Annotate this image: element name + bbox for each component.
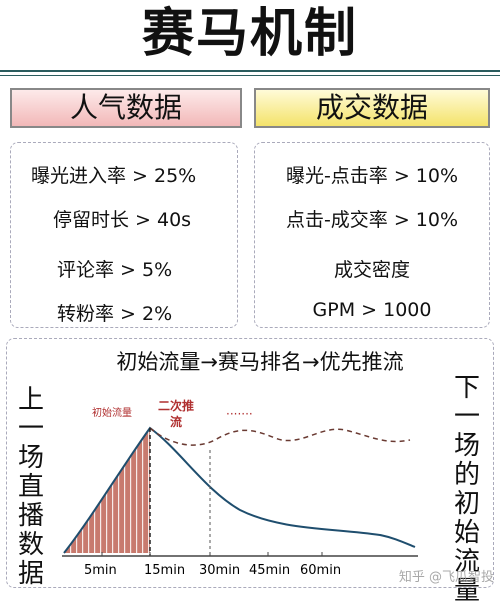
label-glyph: 直 (17, 472, 44, 502)
annotation-second-push-2: 流 (170, 414, 182, 429)
watermark: 知乎 @飞瓜智投 (398, 570, 494, 585)
label-glyph: 播 (17, 501, 44, 531)
chart-card (6, 338, 494, 588)
popularity-card: 曝光进入率 > 25% 停留时长 > 40s 评论率 > 5% 转粉率 > 2% (10, 142, 238, 328)
label-glyph: 流 (453, 547, 480, 577)
metric-item: 转粉率 > 2% (57, 303, 173, 325)
metric-item: 点击-成交率 > 10% (285, 209, 459, 231)
flow-text: 初始流量→赛马排名→优先推流 (116, 350, 404, 374)
metric-item: 成交密度 (333, 259, 410, 281)
label-glyph: 上 (17, 385, 44, 415)
annotation-dots: ······· (226, 407, 253, 421)
label-glyph: 场 (453, 431, 480, 461)
metric-item: 曝光进入率 > 25% (31, 165, 197, 187)
tick-label: 15min (144, 563, 185, 578)
conversion-banner: 成交数据 (254, 88, 490, 128)
annotation-initial-traffic: 初始流量 (92, 406, 132, 419)
label-glyph: 数 (17, 530, 44, 560)
page-title: 赛马机制 (141, 4, 358, 64)
label-glyph: 一 (17, 414, 44, 444)
title-divider-thin (0, 75, 500, 76)
traffic-curve (63, 426, 416, 554)
label-glyph: 初 (453, 489, 480, 519)
annotation-second-push: 二次推 (158, 398, 194, 413)
label-glyph: 场 (17, 443, 44, 473)
secondary-push-curve (149, 427, 411, 446)
metric-item: 停留时长 > 40s (53, 209, 192, 231)
tick-label: 60min (300, 563, 341, 578)
popularity-banner: 人气数据 (10, 88, 242, 128)
title-divider (0, 70, 500, 72)
conversion-card: 曝光-点击率 > 10% 点击-成交率 > 10% 成交密度 GPM > 100… (254, 142, 490, 328)
metric-item: 评论率 > 5% (57, 259, 173, 281)
label-glyph: 始 (453, 518, 480, 548)
label-glyph: 的 (453, 460, 480, 490)
traffic-chart: 初始流量 二次推 流 ······· 5min 15min 30min 45mi… (62, 398, 418, 578)
left-axis-label: 上一场直播数据 (16, 386, 46, 589)
tick-label: 45min (249, 563, 290, 578)
label-glyph: 一 (453, 402, 480, 432)
metric-item: 曝光-点击率 > 10% (285, 165, 459, 187)
label-glyph: 据 (17, 559, 44, 589)
tick-label: 30min (199, 563, 240, 578)
tick-label: 5min (84, 563, 117, 578)
label-glyph: 下 (453, 373, 480, 403)
metric-item: GPM > 1000 (312, 299, 432, 321)
